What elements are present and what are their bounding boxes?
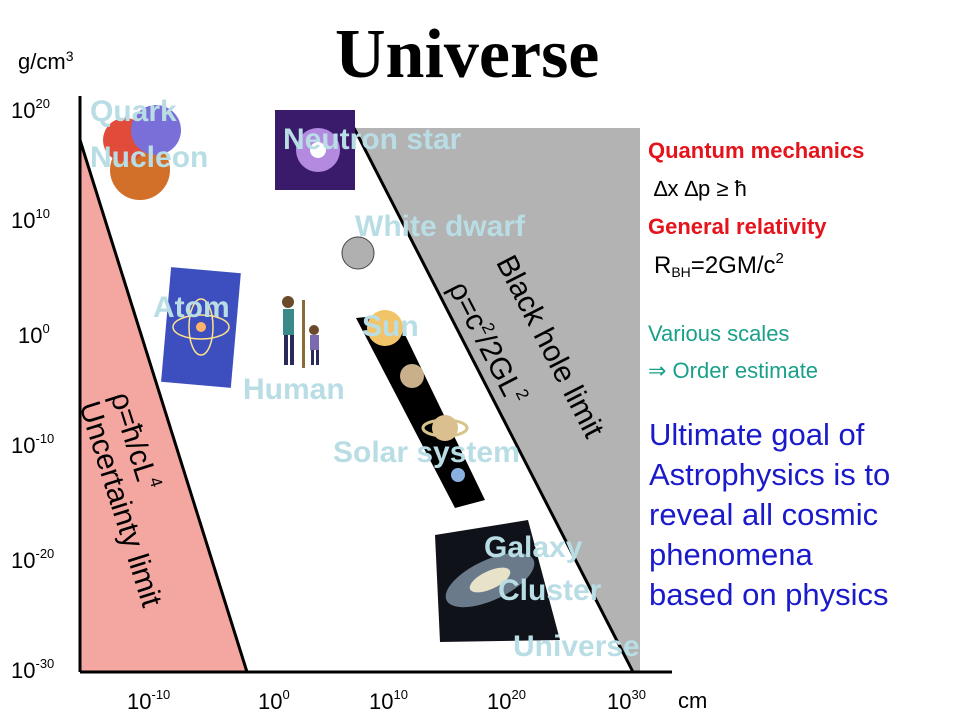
label-galaxy: Galaxy [484,531,583,564]
label-white-dwarf: White dwarf [355,210,525,243]
x-tick: 1010 [369,687,408,714]
label-quark: Quark [90,95,177,128]
goal-line: Ultimate goal of [649,417,865,452]
y-tick: 100 [18,321,50,348]
label-human: Human [243,373,345,406]
y-tick: 10-20 [11,546,55,573]
y-tick: 10-10 [11,431,55,458]
scales-line-1: Various scales [648,321,790,346]
goal-line: phenomena [649,537,813,572]
uncertainty-limit-line [78,139,249,673]
label-atom: Atom [153,291,230,324]
goal-line: Astrophysics is to [649,457,891,492]
page-title: Universe [335,16,600,93]
atom-image [161,267,241,388]
galaxy-image [435,520,560,642]
human-image [270,292,330,374]
label-sun: Sun [362,310,419,343]
goal-line: based on physics [649,577,889,612]
label-cluster: Cluster [498,574,602,607]
y-axis-unit: g/cm3 [18,48,74,74]
nucleon-image [103,105,181,200]
label-nucleon: Nucleon [90,141,209,174]
quantum-formula: ∆x ∆p ≥ ħ [654,176,747,201]
neutron-star-image [275,110,355,190]
white-dwarf-image [341,236,375,270]
y-tick: 1020 [11,96,50,123]
scales-line-2: ⇒ Order estimate [648,358,819,383]
label-universe: Universe [513,630,640,663]
x-tick: 100 [258,687,290,714]
y-tick: 10-30 [11,656,55,683]
solar-system-image [356,310,485,508]
x-axis-unit: cm [678,688,708,713]
label-neutron-star: Neutron star [283,123,462,156]
goal-line: reveal all cosmic [649,497,879,532]
x-tick: 10-10 [127,687,171,714]
y-tick: 1010 [11,206,50,233]
x-tick: 1030 [607,687,646,714]
relativity-formula: RBH=2GM/c2 [654,250,784,280]
goal-text: Ultimate goal of Astrophysics is to reve… [649,415,890,615]
quantum-mechanics-title: Quantum mechanics [648,138,865,163]
blackhole-limit-line [352,127,635,673]
blackhole-region [354,128,640,672]
general-relativity-title: General relativity [648,214,827,239]
label-solar-system: Solar system [333,436,520,469]
x-tick: 1020 [487,687,526,714]
